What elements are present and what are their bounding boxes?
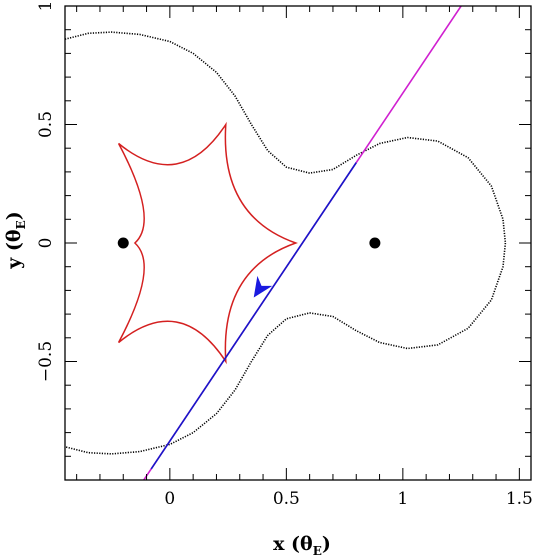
curves-layer [65, 6, 507, 480]
x-tick-label: 0 [164, 489, 175, 509]
y-axis-label-subscript: E [14, 220, 28, 229]
y-tick-labels: −0.5 0 0.5 1 [36, 1, 56, 383]
y-tick-label: 1 [36, 1, 56, 12]
x-tick-label: 0.5 [273, 489, 300, 509]
y-tick-label: −0.5 [36, 341, 56, 382]
y-tick-label: 0.5 [36, 111, 56, 138]
x-tick-label: 1 [397, 489, 408, 509]
x-tick-labels: 0 0.5 1 1.5 [164, 489, 532, 509]
y-axis-label: y (θE) [3, 211, 28, 269]
critical-curve-upper [65, 31, 507, 244]
lens-mass-1 [117, 237, 129, 249]
x-axis-label-close: ) [322, 533, 331, 555]
x-axis-label: x (θE) [273, 533, 331, 558]
y-axis-label-close: ) [3, 211, 25, 220]
lens-mass-2 [369, 237, 381, 249]
critical-curve-lower [65, 242, 507, 455]
caustic-curve [117, 121, 298, 365]
trajectory-arrow [253, 275, 273, 298]
y-axis-label-main: y (θ [3, 229, 25, 269]
source-trajectory-inner [150, 162, 357, 470]
y-tick-label: 0 [36, 238, 56, 249]
axis-ticks [65, 5, 531, 481]
x-axis-label-subscript: E [313, 544, 322, 558]
x-tick-label: 1.5 [506, 489, 533, 509]
x-axis-label-main: x (θ [273, 533, 313, 555]
